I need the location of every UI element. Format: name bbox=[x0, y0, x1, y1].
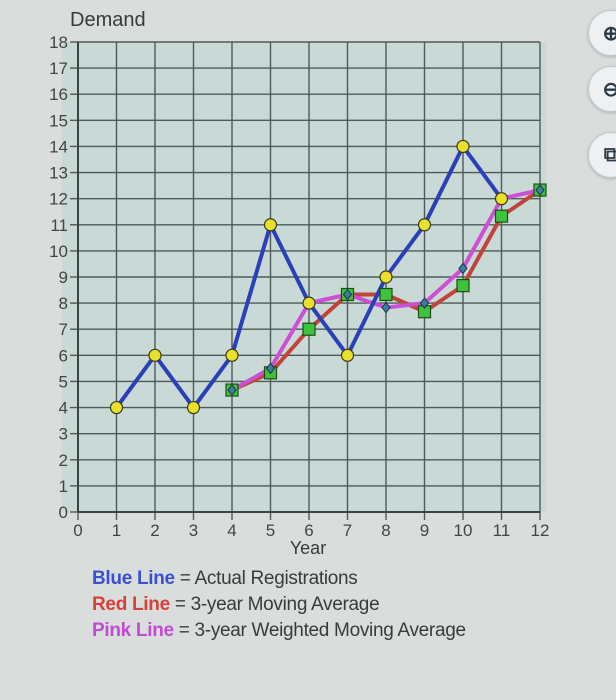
data-point-wma bbox=[227, 384, 237, 396]
legend-text: = 3-year Moving Average bbox=[169, 594, 380, 615]
legend-item-pink: Pink Line = 3-year Weighted Moving Avera… bbox=[92, 618, 466, 644]
x-tick-label: 2 bbox=[150, 521, 159, 540]
y-tick-label: 16 bbox=[49, 85, 68, 104]
data-point-actual bbox=[302, 296, 316, 310]
y-tick-label: 2 bbox=[59, 451, 68, 470]
data-point-ma bbox=[456, 279, 470, 293]
x-tick-label: 12 bbox=[531, 521, 550, 540]
x-axis-label: Year bbox=[290, 538, 326, 558]
data-point-wma bbox=[265, 362, 276, 375]
x-tick-label: 4 bbox=[227, 521, 236, 540]
data-point-actual bbox=[494, 192, 509, 206]
legend-text: = 3-year Weighted Moving Average bbox=[173, 620, 466, 641]
y-axis-label: Demand bbox=[70, 9, 146, 31]
data-point-wma bbox=[458, 262, 468, 275]
x-tick-label: 7 bbox=[343, 521, 352, 540]
y-tick-label: 4 bbox=[59, 399, 68, 418]
x-tick-label: 0 bbox=[73, 521, 82, 540]
y-tick-label: 3 bbox=[59, 425, 68, 444]
x-tick-label: 9 bbox=[420, 521, 429, 540]
y-tick-label: 9 bbox=[59, 268, 68, 287]
data-point-actual bbox=[225, 348, 239, 362]
x-tick-label: 11 bbox=[493, 521, 511, 540]
data-point-actual bbox=[417, 218, 432, 232]
data-point-actual bbox=[456, 139, 470, 154]
legend-item-red: Red Line = 3-year Moving Average bbox=[92, 592, 466, 618]
data-point-wma bbox=[535, 184, 545, 196]
y-tick-label: 12 bbox=[49, 190, 68, 209]
data-point-actual bbox=[109, 400, 124, 415]
data-point-wma bbox=[419, 297, 430, 309]
y-tick-label: 18 bbox=[49, 33, 68, 52]
data-point-ma bbox=[302, 322, 316, 336]
zoom-out-icon: ⊖ bbox=[602, 78, 616, 101]
x-tick-label: 5 bbox=[266, 521, 275, 540]
y-tick-label: 1 bbox=[59, 477, 68, 496]
legend-key: Pink Line bbox=[92, 620, 174, 641]
legend-key: Red Line bbox=[92, 594, 170, 615]
y-tick-label: 10 bbox=[49, 242, 68, 261]
y-tick-label: 11 bbox=[50, 216, 68, 235]
y-tick-label: 5 bbox=[59, 372, 68, 391]
data-point-ma bbox=[379, 287, 393, 302]
data-point-wma bbox=[342, 288, 353, 301]
y-tick-label: 0 bbox=[59, 503, 68, 522]
zoom-in-icon: ⊕ bbox=[602, 22, 616, 45]
data-point-actual bbox=[186, 400, 201, 415]
y-tick-label: 7 bbox=[59, 320, 68, 339]
x-tick-label: 8 bbox=[381, 521, 390, 540]
legend-item-blue: Blue Line = Actual Registrations bbox=[92, 566, 466, 592]
data-point-wma bbox=[381, 301, 391, 314]
x-tick-label: 3 bbox=[189, 521, 198, 540]
open-new-window-icon: ⧉ bbox=[603, 143, 616, 166]
data-point-actual bbox=[340, 348, 355, 362]
series-group bbox=[109, 139, 547, 415]
y-tick-label: 13 bbox=[49, 164, 68, 183]
y-tick-label: 14 bbox=[49, 137, 68, 156]
x-tick-label: 1 bbox=[112, 521, 121, 540]
y-tick-label: 17 bbox=[49, 59, 68, 78]
legend: Blue Line = Actual Registrations Red Lin… bbox=[92, 566, 466, 644]
legend-key: Blue Line bbox=[92, 568, 175, 589]
data-point-actual bbox=[263, 218, 278, 232]
y-tick-label: 15 bbox=[49, 111, 68, 130]
y-tick-label: 8 bbox=[59, 294, 68, 313]
y-tick-label: 6 bbox=[59, 346, 68, 365]
data-point-actual bbox=[379, 270, 393, 284]
x-tick-label: 10 bbox=[454, 521, 473, 540]
x-tick-label: 6 bbox=[304, 521, 313, 540]
data-point-ma bbox=[494, 209, 509, 223]
data-point-actual bbox=[148, 348, 162, 362]
legend-text: = Actual Registrations bbox=[174, 568, 358, 589]
